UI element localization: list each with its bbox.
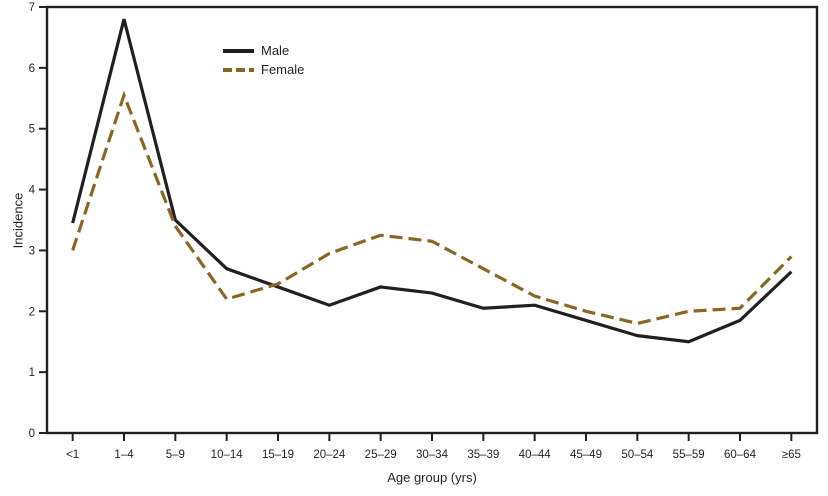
y-tick-label: 4	[29, 185, 36, 197]
x-tick-label: 25–29	[365, 449, 397, 461]
x-tick-label: 50–54	[621, 449, 654, 461]
x-tick-label: ≥65	[782, 449, 801, 461]
y-tick-label: 6	[29, 63, 35, 75]
y-tick-label: 1	[29, 367, 35, 379]
legend-label-male: Male	[261, 43, 290, 58]
x-tick-label: 40–44	[519, 449, 552, 461]
chart-legend: Male Female	[222, 43, 304, 77]
female-line	[71, 90, 793, 326]
x-tick-label: <1	[66, 449, 79, 461]
x-tick-label: 35–39	[467, 449, 499, 461]
legend-item-female: Female	[222, 62, 304, 77]
x-tick-label: 5–9	[166, 449, 185, 461]
x-tick-label: 20–24	[313, 449, 346, 461]
x-tick-label: 60–64	[724, 449, 757, 461]
y-tick-label: 5	[29, 124, 35, 136]
x-tick-label: 45–49	[570, 449, 602, 461]
x-tick-label: 15–19	[262, 449, 294, 461]
legend-item-male: Male	[222, 43, 304, 58]
y-tick-label: 2	[29, 306, 35, 318]
x-axis-title: Age group (yrs)	[387, 470, 477, 485]
x-tick-label: 10–14	[211, 449, 244, 461]
female-line-swatch	[223, 67, 254, 72]
x-tick-label: 30–34	[416, 449, 449, 461]
x-tick-label: 1–4	[114, 449, 134, 461]
y-tick-label: 7	[29, 2, 35, 14]
legend-label-female: Female	[261, 62, 305, 77]
y-tick-label: 0	[29, 428, 35, 440]
y-axis-title: Incidence	[10, 192, 26, 249]
plot-border	[45, 5, 819, 435]
y-tick-label: 3	[29, 245, 35, 257]
x-tick-label: 55–59	[673, 449, 705, 461]
male-line-swatch	[223, 48, 254, 53]
male-line	[71, 18, 793, 344]
